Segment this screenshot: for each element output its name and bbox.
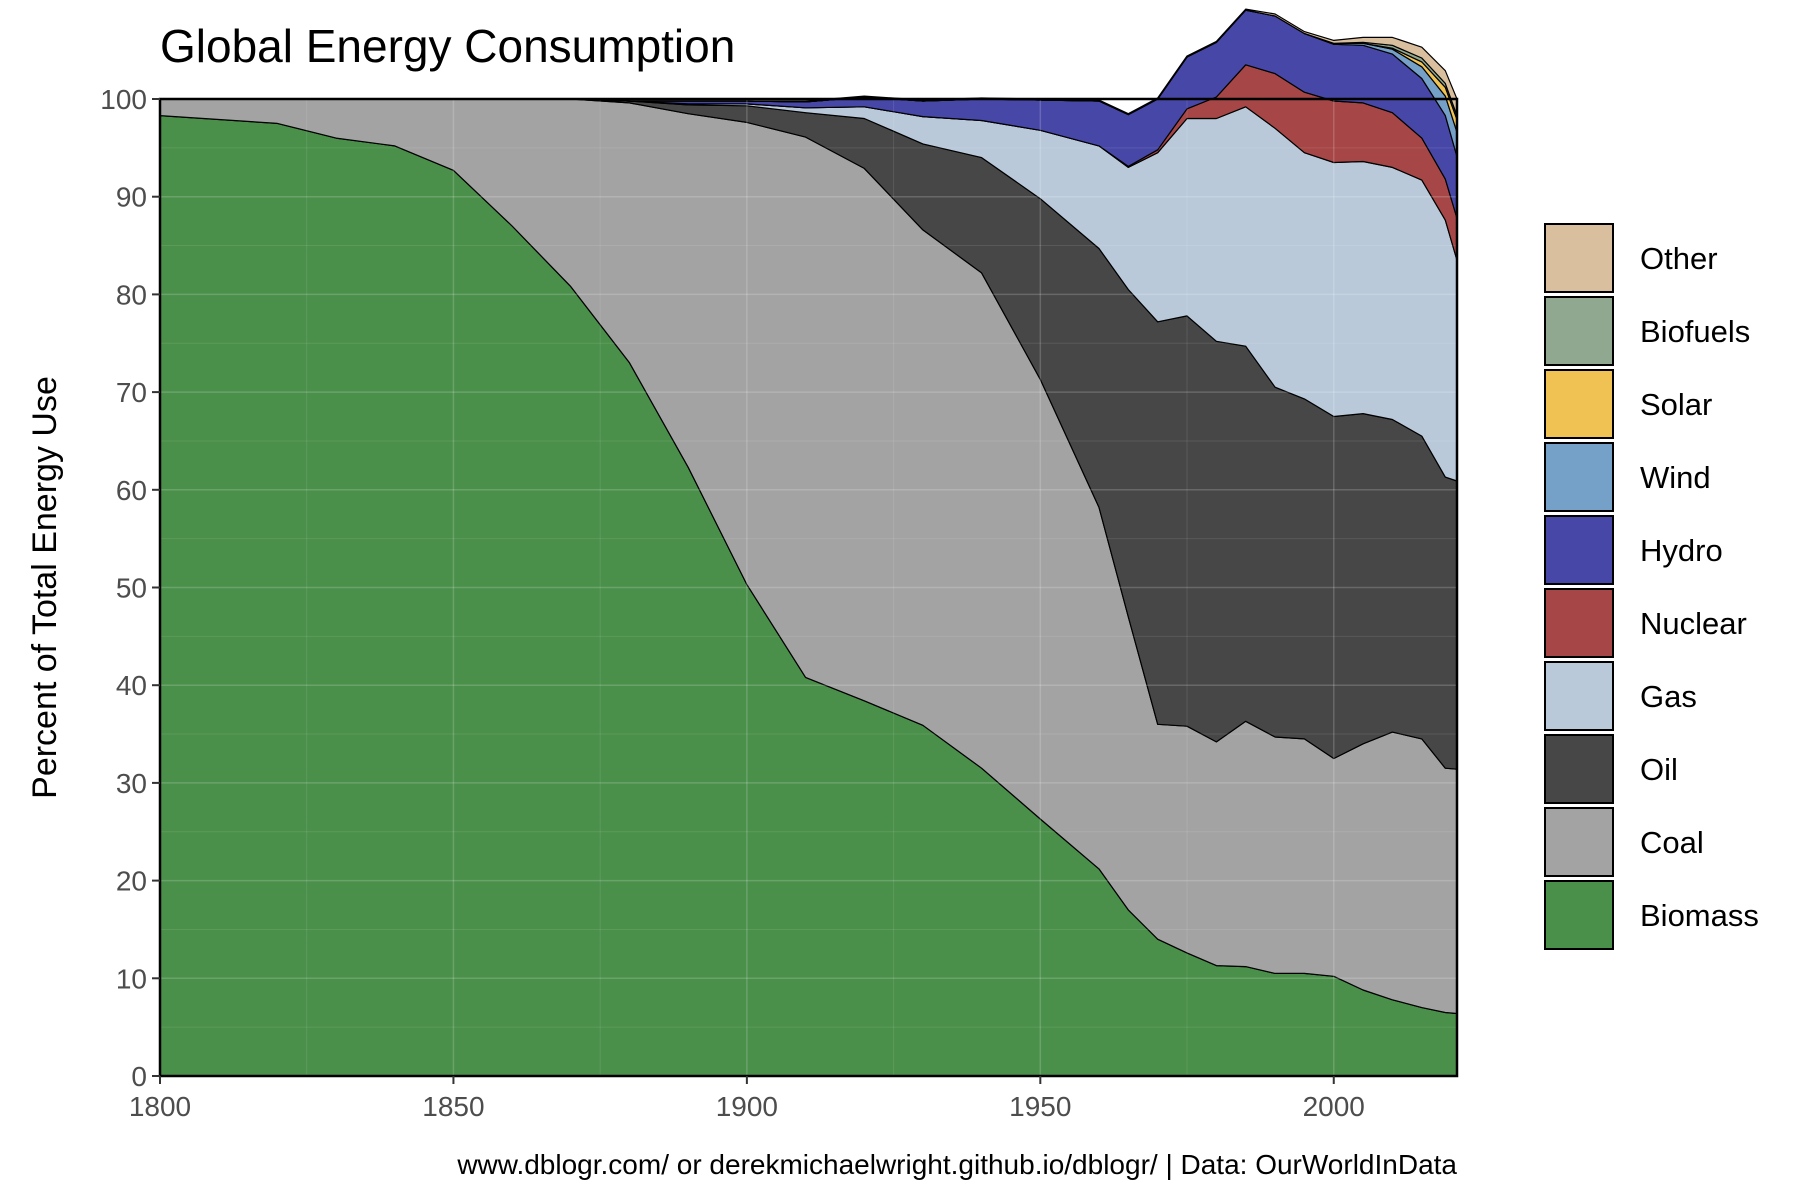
grid-layer bbox=[160, 99, 1457, 1076]
x-tick-label: 2000 bbox=[1303, 1091, 1365, 1122]
legend-key-nuclear bbox=[1545, 589, 1613, 657]
legend-key-oil bbox=[1545, 735, 1613, 803]
legend-label-biomass: Biomass bbox=[1640, 898, 1759, 933]
y-tick-label: 0 bbox=[131, 1061, 147, 1092]
y-tick-label: 70 bbox=[116, 377, 147, 408]
y-tick-label: 40 bbox=[116, 670, 147, 701]
legend-label-hydro: Hydro bbox=[1640, 533, 1723, 568]
x-tick-label: 1800 bbox=[129, 1091, 191, 1122]
y-tick-label: 60 bbox=[116, 475, 147, 506]
legend-key-biomass bbox=[1545, 881, 1613, 949]
plot-area bbox=[160, 9, 1457, 1076]
legend-key-other bbox=[1545, 224, 1613, 292]
y-tick-label: 30 bbox=[116, 768, 147, 799]
legend-key-wind bbox=[1545, 443, 1613, 511]
legend-label-coal: Coal bbox=[1640, 825, 1704, 860]
legend-label-nuclear: Nuclear bbox=[1640, 606, 1747, 641]
legend-label-wind: Wind bbox=[1640, 460, 1711, 495]
y-tick-label: 50 bbox=[116, 573, 147, 604]
chart-caption: www.dblogr.com/ or derekmichaelwright.gi… bbox=[456, 1149, 1457, 1180]
x-tick-label: 1950 bbox=[1009, 1091, 1071, 1122]
y-tick-label: 90 bbox=[116, 182, 147, 213]
legend-key-gas bbox=[1545, 662, 1613, 730]
legend-label-biofuels: Biofuels bbox=[1640, 314, 1750, 349]
x-tick-label: 1900 bbox=[716, 1091, 778, 1122]
y-tick-label: 10 bbox=[116, 963, 147, 994]
legend-label-oil: Oil bbox=[1640, 752, 1678, 787]
y-tick-label: 80 bbox=[116, 279, 147, 310]
chart-title: Global Energy Consumption bbox=[160, 20, 735, 72]
y-tick-label: 20 bbox=[116, 866, 147, 897]
y-axis-label: Percent of Total Energy Use bbox=[26, 376, 64, 799]
y-tick-label: 100 bbox=[100, 84, 147, 115]
legend-label-solar: Solar bbox=[1640, 387, 1712, 422]
x-tick-label: 1850 bbox=[422, 1091, 484, 1122]
legend-key-biofuels bbox=[1545, 297, 1613, 365]
legend-key-solar bbox=[1545, 370, 1613, 438]
legend-key-hydro bbox=[1545, 516, 1613, 584]
legend-key-coal bbox=[1545, 808, 1613, 876]
legend-label-gas: Gas bbox=[1640, 679, 1697, 714]
legend-label-other: Other bbox=[1640, 241, 1718, 276]
area-layer bbox=[160, 9, 1457, 1076]
